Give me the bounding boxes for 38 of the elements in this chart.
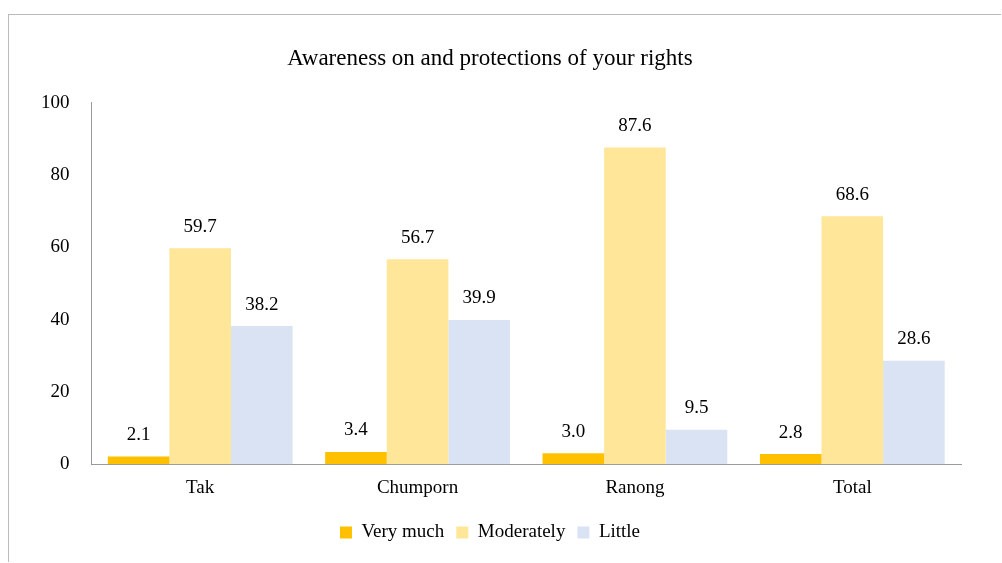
data-label: 28.6 <box>897 327 931 349</box>
y-tick-label: 0 <box>60 452 70 474</box>
data-label: 3.4 <box>344 418 369 440</box>
bar <box>883 360 945 465</box>
x-tick-label: Tak <box>186 475 215 497</box>
legend-label: Little <box>598 520 641 542</box>
data-label: 3.0 <box>561 419 586 441</box>
x-tick-label: Chumporn <box>376 475 459 497</box>
y-tick-label: 80 <box>50 162 70 184</box>
bar <box>604 147 666 465</box>
chart-title: Awareness on and protections of your rights <box>287 44 693 70</box>
bar <box>759 454 822 465</box>
data-label: 38.2 <box>245 292 279 314</box>
legend-label: Very much <box>361 520 445 542</box>
bar <box>448 319 510 465</box>
bar <box>169 248 231 465</box>
x-tick-label: Ranong <box>605 475 665 497</box>
y-tick-label: 100 <box>41 90 70 112</box>
bar <box>665 429 728 465</box>
data-label: 68.6 <box>835 182 869 204</box>
legend-label: Moderately <box>477 520 566 542</box>
data-label: 56.7 <box>400 225 435 247</box>
data-label: 59.7 <box>183 214 217 236</box>
data-label: 9.5 <box>684 396 709 418</box>
y-tick-label: 20 <box>50 379 70 401</box>
y-tick-label: 60 <box>50 235 70 257</box>
data-label: 2.1 <box>126 423 151 445</box>
bar <box>230 326 293 465</box>
data-label: 39.9 <box>462 286 496 308</box>
bar <box>107 456 170 465</box>
data-label: 2.8 <box>778 420 803 442</box>
bar <box>386 259 449 465</box>
x-tick-label: Total <box>832 475 872 497</box>
data-label: 87.6 <box>618 113 652 135</box>
y-tick-label: 40 <box>50 307 70 329</box>
bar <box>821 216 884 465</box>
bar <box>325 451 387 465</box>
bar <box>542 453 605 465</box>
